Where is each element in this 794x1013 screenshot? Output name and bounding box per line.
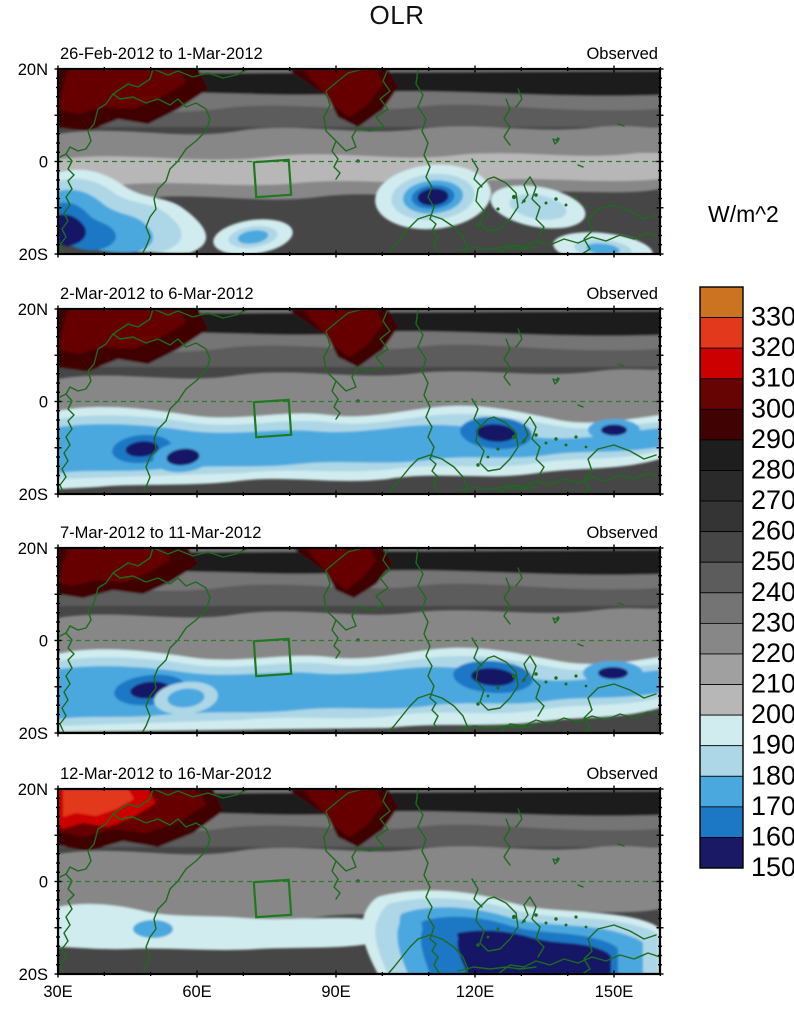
svg-text:160: 160: [751, 821, 794, 851]
svg-text:320: 320: [751, 332, 794, 362]
svg-text:230: 230: [751, 607, 794, 637]
svg-text:20N: 20N: [18, 301, 48, 319]
svg-text:240: 240: [751, 577, 794, 607]
svg-text:290: 290: [751, 424, 794, 454]
svg-text:20S: 20S: [19, 486, 48, 504]
svg-text:150: 150: [751, 852, 794, 882]
svg-text:180: 180: [751, 760, 794, 790]
svg-text:0: 0: [39, 394, 48, 412]
svg-text:20N: 20N: [18, 61, 48, 79]
svg-text:220: 220: [751, 638, 794, 668]
svg-text:330: 330: [751, 302, 794, 332]
svg-text:280: 280: [751, 454, 794, 484]
svg-text:200: 200: [751, 699, 794, 729]
svg-text:60E: 60E: [182, 983, 211, 1001]
svg-text:250: 250: [751, 546, 794, 576]
svg-text:300: 300: [751, 393, 794, 423]
svg-text:120E: 120E: [456, 983, 495, 1001]
svg-text:0: 0: [39, 874, 48, 892]
svg-text:310: 310: [751, 363, 794, 393]
svg-text:190: 190: [751, 730, 794, 760]
svg-text:0: 0: [39, 154, 48, 172]
svg-text:20N: 20N: [18, 781, 48, 799]
svg-text:210: 210: [751, 669, 794, 699]
svg-text:150E: 150E: [595, 983, 634, 1001]
svg-text:30E: 30E: [43, 983, 72, 1001]
svg-text:20S: 20S: [19, 966, 48, 984]
svg-text:W/m^2: W/m^2: [708, 201, 779, 227]
svg-text:20N: 20N: [18, 540, 48, 558]
svg-text:90E: 90E: [321, 983, 350, 1001]
svg-text:260: 260: [751, 516, 794, 546]
svg-text:0: 0: [39, 633, 48, 651]
svg-text:270: 270: [751, 485, 794, 515]
svg-text:170: 170: [751, 791, 794, 821]
svg-text:20S: 20S: [19, 725, 48, 743]
svg-text:20S: 20S: [19, 246, 48, 264]
